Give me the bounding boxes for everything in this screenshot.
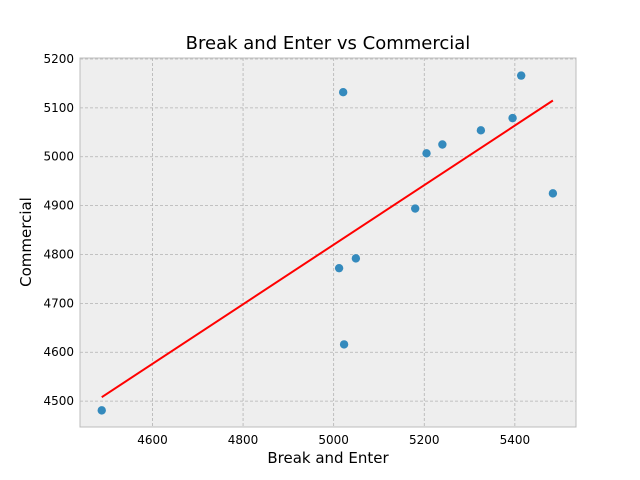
x-tick-label: 4600 xyxy=(137,433,168,447)
data-point xyxy=(97,406,106,415)
data-point xyxy=(422,149,431,158)
data-point xyxy=(338,88,348,97)
chart-title: Break and Enter vs Commercial xyxy=(186,33,471,54)
data-point xyxy=(351,254,361,263)
data-point xyxy=(476,126,486,135)
x-tick-label: 5200 xyxy=(409,433,440,447)
data-point xyxy=(508,113,517,123)
grid xyxy=(80,58,576,427)
y-tick-label: 5200 xyxy=(43,52,74,66)
x-tick-label: 4800 xyxy=(228,433,259,447)
trendline-layer xyxy=(101,99,554,399)
y-axis-label: Commercial xyxy=(17,197,35,287)
y-tick-label: 4800 xyxy=(43,247,74,261)
trendline xyxy=(101,99,554,399)
y-tick-label: 4500 xyxy=(43,394,74,408)
y-axis-ticks: 4500 4600 4700 4800 4900 5000 5100 5200 xyxy=(43,52,74,408)
x-axis-label: Break and Enter xyxy=(267,449,389,467)
data-point xyxy=(438,140,447,149)
plot-frame xyxy=(79,57,577,428)
y-tick-label: 4600 xyxy=(43,345,74,359)
x-tick-label: 5400 xyxy=(500,433,531,447)
y-tick-label: 5000 xyxy=(43,150,74,164)
x-tick-label: 5000 xyxy=(318,433,349,447)
data-point xyxy=(334,263,344,273)
x-axis-ticks: 4600 4800 5000 5200 5400 xyxy=(137,433,530,447)
plot-area xyxy=(80,58,576,427)
data-point xyxy=(548,189,558,198)
y-tick-label: 4700 xyxy=(43,296,74,310)
data-point xyxy=(410,204,420,213)
y-tick-label: 4900 xyxy=(43,199,74,213)
y-tick-label: 5100 xyxy=(43,101,74,115)
data-point xyxy=(339,340,349,349)
data-point xyxy=(516,71,526,80)
data-points xyxy=(97,71,558,415)
